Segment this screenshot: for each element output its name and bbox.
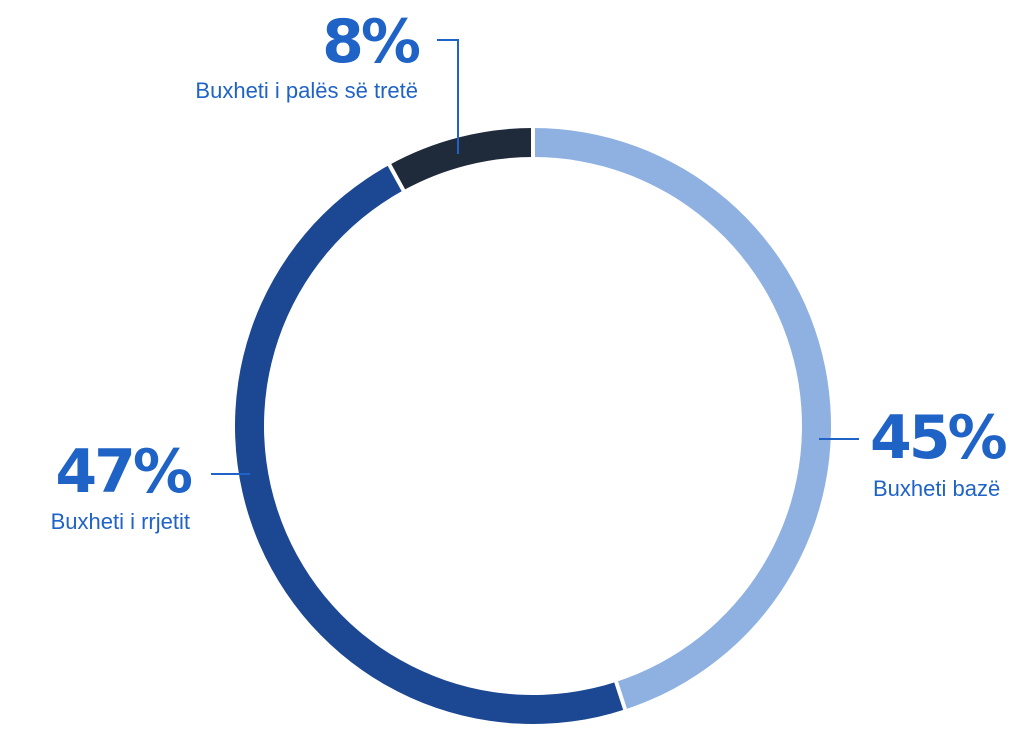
- category-label-buxheti-i-pales-se-trete: Buxheti i palës së tretë: [195, 78, 418, 103]
- category-label-buxheti-baze: Buxheti bazë: [873, 476, 1000, 501]
- slice-separator: [613, 679, 628, 712]
- percent-label-buxheti-i-pales-se-trete: 8%: [322, 7, 420, 77]
- slice-separator: [386, 162, 407, 193]
- leader-line-buxheti-i-pales-se-trete: [437, 39, 459, 154]
- percent-label-buxheti-i-rrjetit: 47%: [55, 437, 191, 507]
- percent-label-buxheti-baze: 45%: [870, 403, 1006, 473]
- category-label-buxheti-i-rrjetit: Buxheti i rrjetit: [51, 509, 190, 534]
- donut-slices: [234, 126, 832, 725]
- donut-slice-buxheti-baze: [533, 128, 832, 710]
- donut-slice-buxheti-i-rrjetit: [234, 164, 626, 725]
- donut-slice-buxheti-i-pales-se-trete: [389, 128, 533, 191]
